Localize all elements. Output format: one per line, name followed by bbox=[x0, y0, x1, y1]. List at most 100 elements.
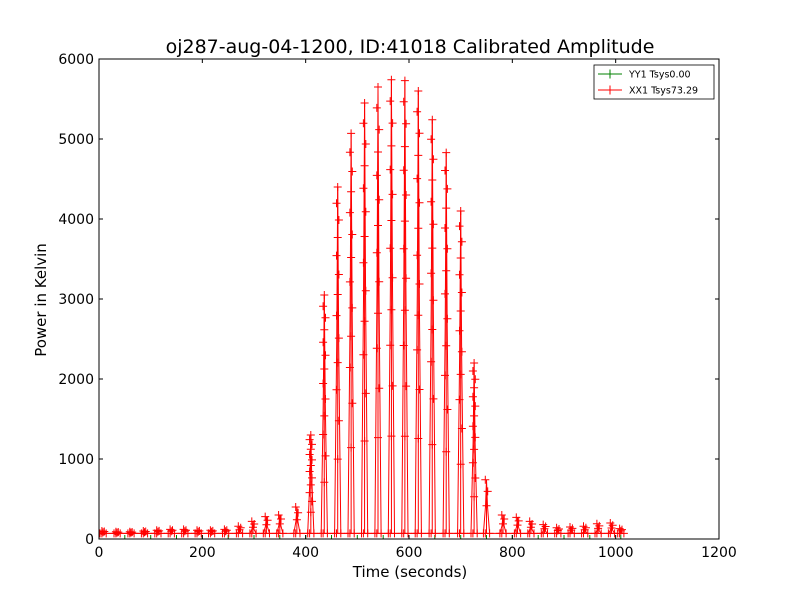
series-xx1-point bbox=[361, 207, 370, 216]
series-xx1-point bbox=[417, 529, 426, 538]
series-xx1-point bbox=[468, 458, 477, 467]
series-xx1-point bbox=[388, 119, 397, 128]
series-xx1-scan bbox=[467, 359, 482, 538]
series-xx1-point bbox=[361, 389, 370, 398]
series-xx1-point bbox=[333, 455, 342, 464]
series-xx1-point bbox=[427, 197, 436, 206]
series-xx1-point bbox=[592, 519, 601, 528]
series-xx1-point bbox=[334, 216, 343, 224]
series-xx1-point bbox=[291, 503, 300, 511]
series-xx1-point bbox=[347, 253, 356, 262]
series-xx1-point bbox=[470, 359, 479, 367]
legend-entry-xx1: XX1 Tsys73.29 bbox=[598, 85, 698, 97]
series-xx1-point bbox=[249, 523, 257, 532]
series-xx1-point bbox=[183, 529, 192, 538]
series-xx1-point bbox=[456, 307, 465, 315]
series-xx1-point bbox=[526, 523, 535, 532]
series-xx1-point bbox=[428, 325, 437, 334]
legend-entry-yy1: YY1 Tsys0.00 bbox=[598, 69, 691, 81]
series-xx1-point bbox=[252, 529, 261, 538]
series-xx1-point bbox=[428, 176, 437, 184]
series-xx1-point bbox=[334, 416, 343, 425]
series-xx1-point bbox=[345, 148, 354, 157]
series-xx1-point bbox=[457, 288, 466, 297]
series-xx1-point bbox=[442, 266, 451, 275]
chart-title: oj287-aug-04-1200, ID:41018 Calibrated A… bbox=[166, 36, 655, 58]
series-yy1-point bbox=[353, 535, 362, 539]
series-xx1-point bbox=[456, 207, 465, 215]
series-xx1-point bbox=[360, 317, 369, 326]
series-xx1-point bbox=[457, 347, 466, 356]
series-xx1-point bbox=[374, 433, 382, 442]
series-xx1-point bbox=[402, 274, 411, 283]
series-xx1-point bbox=[308, 473, 316, 482]
series-xx1-point bbox=[152, 526, 161, 535]
series-xx1-scan bbox=[370, 83, 386, 538]
series-xx1-point bbox=[400, 217, 409, 226]
series-xx1-point bbox=[502, 529, 511, 538]
series-xx1-point bbox=[308, 455, 316, 464]
series-xx1-point bbox=[206, 526, 215, 535]
series-xx1-point bbox=[400, 142, 409, 151]
series-xx1-point bbox=[428, 244, 437, 253]
series-xx1-point bbox=[427, 357, 436, 366]
series-xx1-scan bbox=[453, 207, 468, 538]
series-xx1-point bbox=[471, 402, 480, 411]
series-xx1-point bbox=[348, 303, 357, 312]
legend-label-yy1: YY1 Tsys0.00 bbox=[628, 70, 691, 81]
series-xx1-scan bbox=[577, 522, 592, 538]
series-xx1-point bbox=[334, 334, 343, 343]
series-xx1-point bbox=[350, 529, 359, 538]
series-xx1-point bbox=[348, 167, 357, 176]
series-xx1-point bbox=[399, 244, 408, 253]
series-xx1-point bbox=[468, 367, 477, 375]
series-xx1-point bbox=[387, 216, 396, 225]
series-xx1-point bbox=[471, 433, 480, 442]
series-xx1-point bbox=[170, 529, 179, 538]
series-xx1-point bbox=[320, 291, 329, 299]
series-xx1-point bbox=[579, 522, 588, 531]
series-xx1-point bbox=[443, 184, 452, 193]
series-xx1-point bbox=[320, 325, 329, 334]
series-xx1-point bbox=[615, 524, 624, 533]
series-xx1-scan bbox=[232, 522, 247, 538]
series-xx1-point bbox=[372, 171, 381, 180]
axis-ticks: 0 200 400 600 800 1000 1200 0 1000 2000 3000 4000 50… bbox=[58, 52, 736, 561]
series-xx1-point bbox=[321, 451, 330, 460]
series-xx1-point bbox=[455, 395, 464, 404]
series-xx1-point bbox=[166, 525, 175, 534]
series-xx1-point bbox=[400, 306, 409, 315]
series-xx1-point bbox=[332, 199, 341, 208]
series-xx1-point bbox=[278, 529, 287, 538]
series-xx1-point bbox=[539, 520, 548, 529]
series-xx1-point bbox=[306, 480, 315, 489]
series-xx1-point bbox=[143, 529, 152, 538]
y-tick-label: 0 bbox=[85, 532, 94, 548]
series-xx1-point bbox=[497, 511, 506, 519]
series-xx1-point bbox=[482, 501, 491, 510]
series-yy1-point bbox=[275, 535, 284, 539]
series-xx1-point bbox=[428, 115, 437, 124]
series-xx1-point bbox=[333, 358, 342, 367]
series-xx1-point bbox=[372, 248, 381, 257]
series-xx1-point bbox=[345, 208, 354, 217]
series-xx1-point bbox=[399, 341, 408, 350]
series-xx1-point bbox=[386, 341, 395, 350]
series-xx1-point bbox=[333, 183, 342, 191]
series-xx1 bbox=[99, 75, 628, 538]
series-xx1-point bbox=[402, 119, 411, 128]
series-xx1-point bbox=[415, 385, 424, 394]
series-xx1-point bbox=[345, 363, 354, 372]
series-xx1-point bbox=[457, 424, 466, 433]
series-xx1-point bbox=[275, 519, 284, 528]
series-xx1-point bbox=[309, 529, 318, 538]
series-xx1-scan bbox=[177, 525, 192, 538]
series-xx1-point bbox=[386, 244, 395, 253]
series-xx1-point bbox=[441, 289, 449, 298]
series-xx1-point bbox=[470, 445, 479, 454]
plot-area-data bbox=[99, 75, 628, 539]
series-xx1-point bbox=[359, 258, 368, 267]
series-xx1-point bbox=[556, 529, 565, 538]
x-tick-label: 400 bbox=[292, 545, 319, 561]
